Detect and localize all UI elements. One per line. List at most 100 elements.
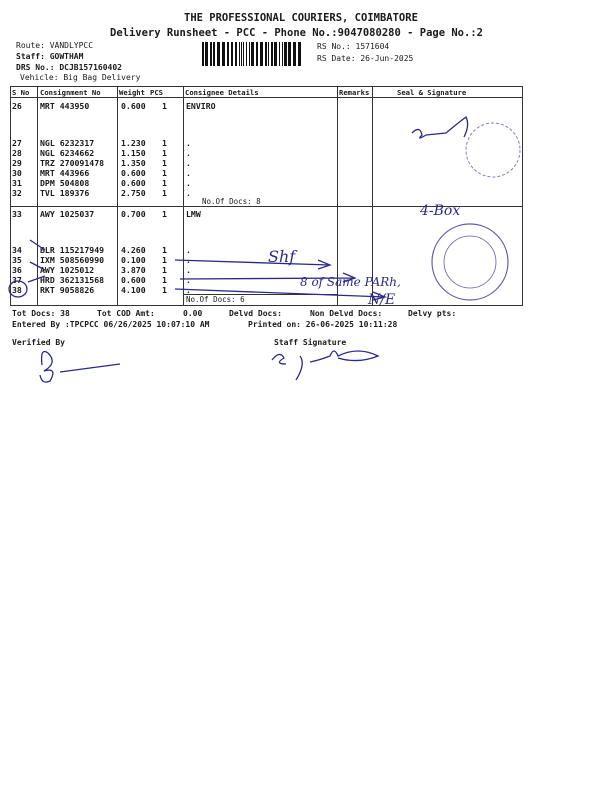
route: Route: VANDLYPCC xyxy=(16,41,94,50)
column-header: Consignment No xyxy=(40,88,101,97)
strike-marks xyxy=(27,239,46,283)
table-rule xyxy=(337,86,338,306)
row-pcs: 1 xyxy=(162,187,167,198)
consignee-dot: . xyxy=(186,264,191,275)
note-1: Shf xyxy=(268,247,298,266)
row-sno: 36 xyxy=(12,264,22,275)
row-pcs: 1 xyxy=(162,167,167,178)
row-pcs: 1 xyxy=(162,284,167,295)
row-pcs: 1 xyxy=(162,209,167,219)
row-pcs: 1 xyxy=(162,157,167,168)
row-pcs: 1 xyxy=(162,274,167,285)
table-rule xyxy=(183,86,184,306)
staff: Staff: GOWTHAM xyxy=(16,52,84,61)
rs-no: RS No.: 1571604 xyxy=(317,42,390,51)
row-weight: 0.700 xyxy=(121,209,146,219)
column-header: Seal & Signature xyxy=(397,88,467,97)
row-sno: 34 xyxy=(12,245,22,255)
printed-on: Printed on: 26-06-2025 10:11:28 xyxy=(248,320,398,329)
row-weight: 4.260 xyxy=(121,245,146,255)
tot-cod-value: 0.00 xyxy=(183,309,203,318)
consignee-dot: . xyxy=(186,138,191,148)
tot-cod-label: Tot COD Amt: xyxy=(97,309,155,318)
row-sno: 38 xyxy=(12,284,22,295)
barcode xyxy=(202,42,304,66)
row-consignment-no: RKT 9058826 xyxy=(40,284,95,295)
row-consignment-no: MRT 443966 xyxy=(40,167,90,178)
note-2: 8 of Same PARh, xyxy=(300,275,401,289)
row-consignment-no: TVL 189376 xyxy=(40,187,90,198)
company-stamp xyxy=(465,122,521,178)
consignee-dot: . xyxy=(186,167,191,178)
column-header: S No xyxy=(12,88,30,97)
row-weight: 1.350 xyxy=(121,157,146,168)
column-header: Weight xyxy=(119,88,145,97)
table-rule xyxy=(10,86,522,87)
rs-date: RS Date: 26-Jun-2025 xyxy=(317,54,414,63)
consignee-dot: . xyxy=(186,147,191,158)
row-pcs: 1 xyxy=(162,264,167,275)
arrow-35 xyxy=(174,259,332,270)
row-weight: 0.600 xyxy=(121,167,146,178)
row-sno: 29 xyxy=(12,157,22,168)
consignee-dot: . xyxy=(186,187,191,198)
consignee-dot: . xyxy=(186,177,191,188)
tot-docs: Tot Docs: 38 xyxy=(12,309,70,318)
column-header: Remarks xyxy=(339,88,370,97)
row-pcs: 1 xyxy=(162,147,167,158)
row-consignment-no: AWY 1025037 xyxy=(40,209,95,219)
row-weight: 1.150 xyxy=(121,147,146,158)
row-sno: 37 xyxy=(12,274,22,285)
delvy-pts: Delvy pts: xyxy=(408,309,457,318)
row-weight: 4.100 xyxy=(121,284,146,295)
row-sno: 32 xyxy=(12,187,22,198)
row-consignment-no: NGL 6234662 xyxy=(40,147,95,158)
table-rule xyxy=(10,97,522,98)
row-sno: 28 xyxy=(12,147,22,158)
consignee-name: ENVIRO xyxy=(186,101,216,111)
table-rule xyxy=(522,86,523,306)
row-consignment-no: MRT 443950 xyxy=(40,101,90,111)
circle-38 xyxy=(8,280,28,298)
row-weight: 2.750 xyxy=(121,187,146,198)
arrow-37 xyxy=(179,272,357,283)
row-sno: 33 xyxy=(12,209,22,219)
consignee-dot: . xyxy=(186,274,191,285)
table-rule xyxy=(183,293,337,295)
row-pcs: 1 xyxy=(162,254,167,265)
arrow-38 xyxy=(174,288,388,301)
note-3: N/E xyxy=(367,292,395,308)
verified-signature xyxy=(39,350,121,383)
row-sno: 31 xyxy=(12,177,22,188)
row-sno: 26 xyxy=(12,101,22,111)
row-sno: 30 xyxy=(12,167,22,178)
row-consignment-no: DPM 504808 xyxy=(40,177,90,188)
row-weight: 1.230 xyxy=(121,138,146,148)
row-consignment-no: AWY 1025012 xyxy=(40,264,95,275)
docs-count: No.Of Docs: 6 xyxy=(186,294,245,304)
row-pcs: 1 xyxy=(162,245,167,255)
delvd-docs: Delvd Docs: xyxy=(229,309,282,318)
column-header: Consignee Details xyxy=(185,88,259,97)
row-sno: 35 xyxy=(12,254,22,265)
consignee-dot: . xyxy=(186,157,191,168)
table-rule xyxy=(10,86,11,306)
seal-signature-1 xyxy=(411,116,469,139)
drs-no: DRS No.: DCJB157160402 xyxy=(16,63,122,72)
consignee-dot: . xyxy=(186,245,191,255)
staff-signature xyxy=(271,350,380,381)
runsheet-subtitle: Delivery Runsheet - PCC - Phone No.:9047… xyxy=(110,27,483,39)
row-consignment-no: TRZ 270091478 xyxy=(40,157,105,168)
vehicle: Vehicle: Big Bag Delivery xyxy=(20,73,141,82)
entered-by: Entered By :TPCPCC 06/26/2025 10:07:10 A… xyxy=(12,320,210,329)
row-sno: 27 xyxy=(12,138,22,148)
row-consignment-no: HRD 362131568 xyxy=(40,274,105,285)
staff-signature-label: Staff Signature xyxy=(274,338,347,347)
table-rule xyxy=(37,86,38,306)
column-header: PCS xyxy=(150,88,163,97)
company-stamp-2 xyxy=(431,223,509,301)
table-rule xyxy=(117,86,118,306)
row-pcs: 1 xyxy=(162,138,167,148)
row-consignment-no: NGL 6232317 xyxy=(40,138,95,148)
